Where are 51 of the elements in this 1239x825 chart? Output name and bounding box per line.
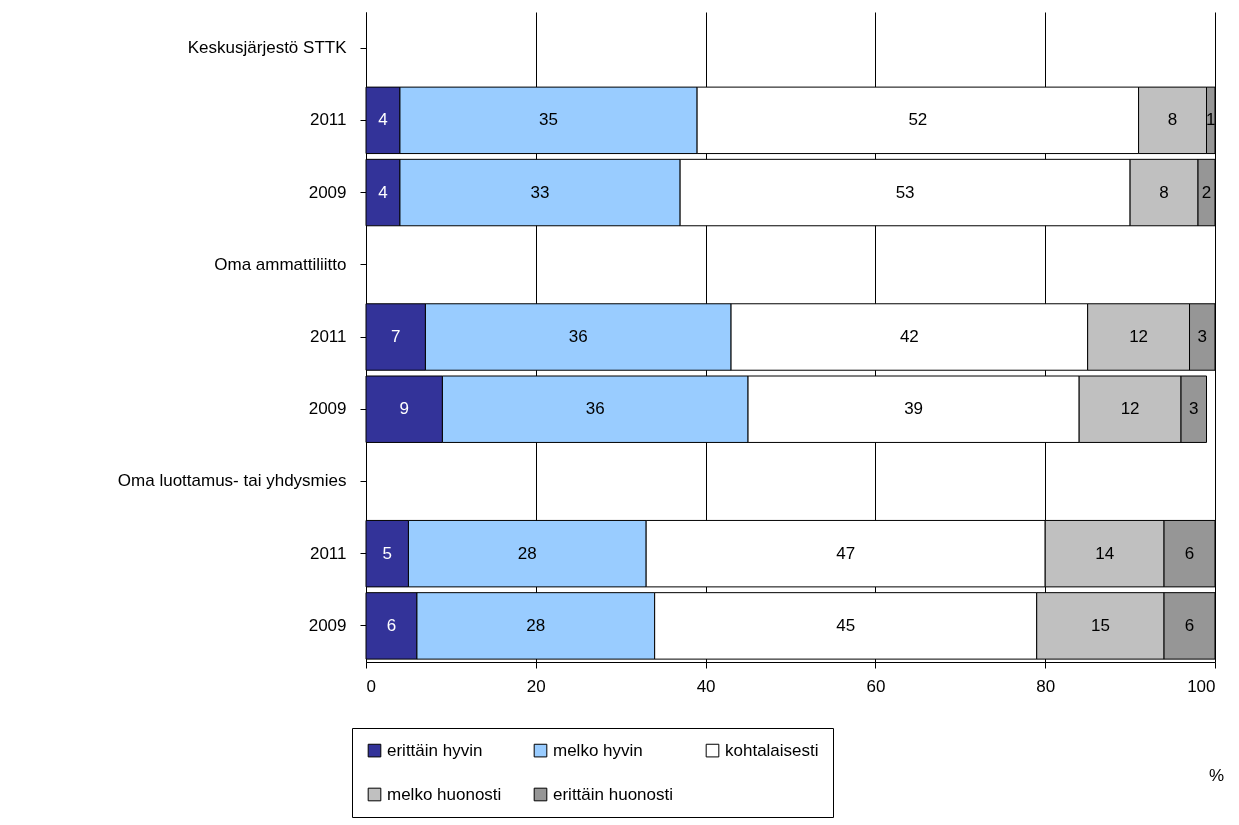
data-label: 53 [895,182,915,202]
data-label: 52 [908,110,928,130]
data-label: 2 [1201,182,1212,202]
data-label: 45 [836,615,856,635]
x-tick-label: 40 [696,676,716,696]
data-label: 6 [1184,543,1195,563]
data-label: 12 [1129,327,1149,346]
data-label: 8 [1159,182,1169,202]
legend-label: melko huonosti [387,784,502,804]
data-label: 1 [1206,110,1216,130]
data-label: 39 [904,399,924,419]
data-label: 36 [585,399,605,419]
data-label: 4 [378,182,388,202]
data-label: 7 [390,327,401,346]
y-tick-label: 2011 [309,327,347,346]
data-label: 28 [526,615,546,635]
legend-label: melko hyvin [553,740,643,760]
data-label: 9 [399,399,409,419]
x-tick-label: 20 [526,676,546,696]
data-label: 28 [517,543,537,563]
y-tick-label: 2011 [309,543,347,563]
x-tick-label: 100 [1187,676,1216,696]
data-label: 47 [836,543,856,563]
x-tick-label: 80 [1036,676,1056,696]
data-label: 36 [568,327,588,346]
x-tick-label: 0 [366,676,376,696]
y-tick-label: 2009 [308,615,347,635]
y-tick-label: 2009 [308,182,347,202]
x-axis-title: % [1208,765,1225,785]
data-label: 4 [378,110,388,130]
data-label: 35 [539,110,558,130]
data-label: 12 [1120,399,1140,419]
y-tick-label: Oma luottamus- tai yhdysmies [117,471,347,491]
legend-label: erittäin huonosti [553,784,674,804]
data-label: 3 [1189,399,1199,419]
data-label: 6 [386,615,397,635]
y-tick-label: Oma ammattiliitto [214,254,347,274]
data-label: 3 [1197,327,1207,346]
legend-label: kohtalaisesti [725,740,819,760]
data-label: 15 [1090,615,1110,635]
x-tick-label: 60 [866,676,886,696]
data-label: 14 [1095,543,1115,563]
data-label: 42 [899,327,919,346]
data-label: 6 [1184,615,1195,635]
data-label: 5 [382,543,392,563]
legend-label: erittäin hyvin [387,740,483,760]
data-label: 33 [530,182,550,202]
y-tick-label: Keskusjärjestö STTK [187,38,348,58]
y-tick-label: 2009 [308,399,347,419]
y-tick-label: 2011 [309,110,347,130]
data-label: 8 [1167,110,1178,130]
